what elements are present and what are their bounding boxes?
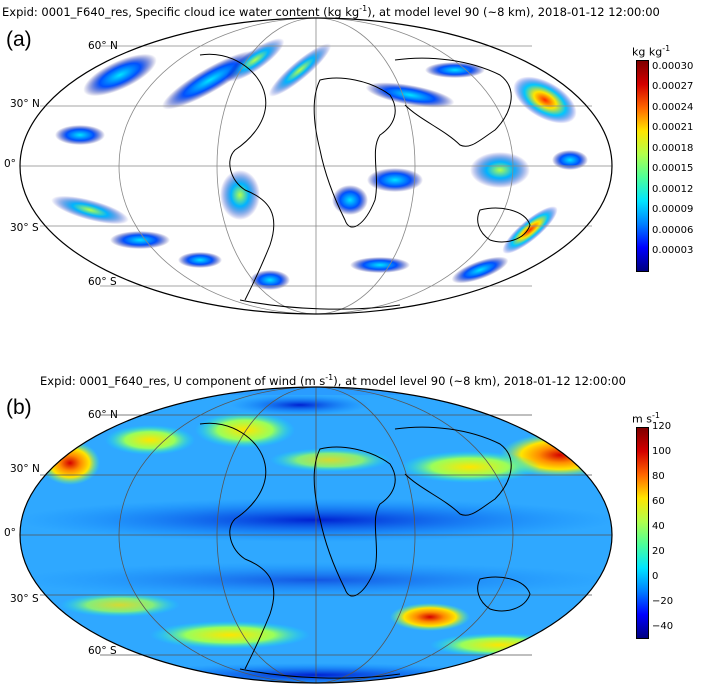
panel-a-colorbar-tick: 0.00027 — [652, 81, 694, 93]
panel-b-lat-30n: 30° N — [10, 463, 40, 475]
panel-a-colorbar-tick: 0.00024 — [652, 101, 694, 113]
panel-a-title: Expid: 0001_F640_res, Specific cloud ice… — [2, 4, 660, 19]
panel-a-colorbar-tick: 0.00003 — [652, 245, 694, 257]
panel-b-globe-outline — [19, 386, 613, 684]
panel-b-colorbar-tick: 0 — [652, 570, 659, 582]
panel-b-u-wind: Expid: 0001_F640_res, U component of win… — [0, 345, 706, 689]
panel-b-map — [19, 386, 613, 684]
panel-b-colorbar-tick: −40 — [652, 620, 674, 632]
panel-a-colorbar-tick: 0.00030 — [652, 60, 694, 72]
panel-a-colorbar-tick: 0.00018 — [652, 142, 694, 154]
panel-b-coastlines — [199, 422, 531, 679]
panel-a-map — [19, 17, 613, 315]
panel-a-colorbar-tick: 0.00021 — [652, 122, 694, 134]
panel-a-lat-60n: 60° N — [88, 40, 118, 52]
panel-b-title: Expid: 0001_F640_res, U component of win… — [40, 373, 626, 388]
panel-b-letter: (b) — [6, 396, 32, 419]
panel-a-ice-water: Expid: 0001_F640_res, Specific cloud ice… — [2, 4, 694, 315]
panel-b-colorbar-tick: 80 — [652, 470, 665, 482]
panel-a-coastlines — [199, 53, 531, 310]
panel-b-colorbar-tick: 60 — [652, 495, 665, 507]
panel-b-colorbar-tick: 40 — [652, 520, 665, 532]
panel-a-lat-0: 0° — [4, 158, 16, 170]
panel-b-colorbar — [636, 427, 649, 639]
panel-b-lat-60n: 60° N — [88, 409, 118, 421]
panel-b-colorbar-tick: −20 — [652, 595, 674, 607]
panel-b-colorbar-tick: 120 — [652, 421, 672, 432]
panel-b-lat-0: 0° — [4, 527, 16, 539]
panel-a-colorbar — [636, 60, 649, 272]
panel-a-colorbar-tick: 0.00006 — [652, 224, 694, 236]
panel-a-globe-outline — [19, 17, 613, 315]
panel-a-colorbar-tick: 0.00012 — [652, 183, 694, 195]
panel-b-colorbar-tick: 20 — [652, 545, 665, 557]
panel-a-colorbar-tick: 0.00009 — [652, 204, 694, 216]
panel-a-letter: (a) — [6, 28, 32, 51]
panel-a-lat-60s: 60° S — [88, 276, 117, 288]
panel-b-colorbar-tick: 100 — [652, 445, 672, 457]
panel-a-colorbar-tick: 0.00015 — [652, 163, 694, 175]
panel-a-lat-30n: 30° N — [10, 98, 40, 110]
panel-b-lat-30s: 30° S — [10, 593, 39, 605]
panel-b-lat-60s: 60° S — [88, 645, 117, 657]
panel-a-lat-30s: 30° S — [10, 222, 39, 234]
panel-b-colorbar-unit: m s-1 — [632, 411, 660, 426]
panel-a-colorbar-unit: kg kg-1 — [632, 44, 671, 59]
